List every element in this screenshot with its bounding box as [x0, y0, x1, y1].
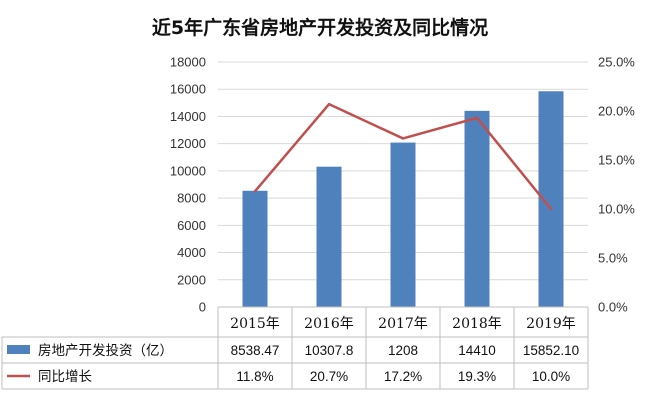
chart-title: 近5年广东省房地产开发投资及同比情况	[152, 16, 488, 39]
right-axis-ticks: 0.0% 5.0% 10.0% 15.0% 20.0% 25.0%	[598, 55, 635, 315]
category-label: 2017年	[378, 316, 428, 332]
line-point	[327, 102, 331, 106]
y-right-tick-label: 5.0%	[598, 251, 628, 266]
legend-swatch-bar	[7, 345, 30, 354]
y-left-tick-label: 6000	[177, 218, 206, 233]
bar-series	[242, 91, 564, 307]
bar	[390, 142, 416, 307]
table-cell-bar-value: 10307.8	[305, 343, 354, 358]
legend-label-bar: 房地产开发投资（亿）	[38, 343, 173, 358]
y-right-tick-label: 0.0%	[598, 300, 628, 315]
category-label: 2015年	[230, 316, 280, 332]
legend-label-line: 同比增长	[38, 369, 92, 384]
table-cell-line-value: 10.0%	[532, 369, 570, 384]
table-cell-line-value: 19.3%	[458, 369, 496, 384]
line-point	[475, 116, 479, 120]
bar	[242, 190, 268, 307]
y-left-tick-label: 18000	[170, 55, 206, 70]
line-series	[253, 102, 553, 211]
table-cell-line-value: 17.2%	[384, 369, 422, 384]
category-label: 2018年	[452, 316, 502, 332]
bar	[464, 110, 490, 307]
line-point	[401, 137, 405, 140]
y-left-tick-label: 14000	[170, 109, 206, 124]
table-cell-bar-value: 14410	[458, 343, 496, 358]
table-cell-bar-value: 15852.10	[523, 343, 579, 358]
table-cell-line-value: 11.8%	[236, 369, 273, 384]
y-right-tick-label: 25.0%	[598, 55, 635, 70]
y-left-tick-label: 4000	[177, 245, 206, 260]
table-cell-bar-value: 1208	[388, 343, 418, 358]
category-label: 2016年	[304, 316, 354, 332]
y-right-tick-label: 15.0%	[598, 153, 635, 168]
y-right-tick-label: 10.0%	[598, 202, 635, 217]
line-point	[549, 207, 553, 211]
y-right-tick-label: 20.0%	[598, 104, 635, 119]
line-point	[253, 190, 257, 193]
category-label: 2019年	[526, 316, 576, 332]
y-left-tick-label: 2000	[177, 272, 206, 287]
left-axis-ticks: 0 2000 4000 6000 8000 10000 12000 14000 16000 180…	[170, 55, 206, 315]
y-left-tick-label: 16000	[170, 82, 206, 97]
table-cell-line-value: 20.7%	[310, 369, 348, 384]
bar	[316, 166, 342, 307]
table-cell-bar-value: 8538.47	[231, 343, 280, 358]
y-left-tick-label: 8000	[177, 191, 206, 206]
y-left-tick-label: 0	[199, 300, 206, 315]
y-left-tick-label: 12000	[170, 136, 206, 151]
y-left-tick-label: 10000	[170, 163, 206, 178]
